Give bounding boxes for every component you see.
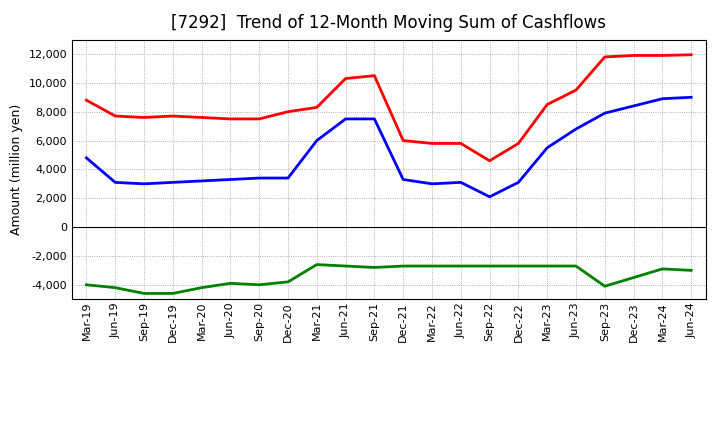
Free Cashflow — [485, 194, 494, 199]
Investing Cashflow — [485, 264, 494, 269]
Operating Cashflow — [456, 141, 465, 146]
Free Cashflow — [687, 95, 696, 100]
Investing Cashflow — [600, 284, 609, 289]
Free Cashflow — [543, 145, 552, 150]
Operating Cashflow — [284, 109, 292, 114]
Free Cashflow — [226, 177, 235, 182]
Investing Cashflow — [687, 268, 696, 273]
Investing Cashflow — [312, 262, 321, 267]
Free Cashflow — [312, 138, 321, 143]
Free Cashflow — [600, 110, 609, 116]
Investing Cashflow — [197, 285, 206, 290]
Investing Cashflow — [543, 264, 552, 269]
Operating Cashflow — [82, 98, 91, 103]
Investing Cashflow — [399, 264, 408, 269]
Operating Cashflow — [255, 116, 264, 121]
Operating Cashflow — [428, 141, 436, 146]
Operating Cashflow — [226, 116, 235, 121]
Operating Cashflow — [168, 114, 177, 119]
Free Cashflow — [456, 180, 465, 185]
Free Cashflow — [629, 103, 638, 109]
Free Cashflow — [140, 181, 148, 187]
Investing Cashflow — [428, 264, 436, 269]
Investing Cashflow — [255, 282, 264, 287]
Operating Cashflow — [140, 115, 148, 120]
Investing Cashflow — [140, 291, 148, 296]
Investing Cashflow — [341, 264, 350, 269]
Free Cashflow — [284, 176, 292, 181]
Free Cashflow — [428, 181, 436, 187]
Free Cashflow — [197, 178, 206, 183]
Operating Cashflow — [111, 114, 120, 119]
Operating Cashflow — [629, 53, 638, 58]
Investing Cashflow — [82, 282, 91, 287]
Operating Cashflow — [543, 102, 552, 107]
Operating Cashflow — [572, 88, 580, 93]
Operating Cashflow — [312, 105, 321, 110]
Operating Cashflow — [197, 115, 206, 120]
Operating Cashflow — [687, 52, 696, 57]
Free Cashflow — [514, 180, 523, 185]
Free Cashflow — [341, 116, 350, 121]
Operating Cashflow — [600, 54, 609, 59]
Investing Cashflow — [226, 281, 235, 286]
Operating Cashflow — [514, 141, 523, 146]
Free Cashflow — [82, 155, 91, 161]
Free Cashflow — [399, 177, 408, 182]
Investing Cashflow — [658, 266, 667, 271]
Operating Cashflow — [370, 73, 379, 78]
Free Cashflow — [255, 176, 264, 181]
Investing Cashflow — [572, 264, 580, 269]
Line: Free Cashflow: Free Cashflow — [86, 97, 691, 197]
Title: [7292]  Trend of 12-Month Moving Sum of Cashflows: [7292] Trend of 12-Month Moving Sum of C… — [171, 15, 606, 33]
Line: Operating Cashflow: Operating Cashflow — [86, 55, 691, 161]
Free Cashflow — [658, 96, 667, 101]
Operating Cashflow — [399, 138, 408, 143]
Line: Investing Cashflow: Investing Cashflow — [86, 264, 691, 293]
Operating Cashflow — [658, 53, 667, 58]
Investing Cashflow — [370, 265, 379, 270]
Y-axis label: Amount (million yen): Amount (million yen) — [10, 104, 23, 235]
Free Cashflow — [168, 180, 177, 185]
Investing Cashflow — [111, 285, 120, 290]
Operating Cashflow — [485, 158, 494, 163]
Free Cashflow — [572, 126, 580, 132]
Investing Cashflow — [514, 264, 523, 269]
Investing Cashflow — [629, 275, 638, 280]
Operating Cashflow — [341, 76, 350, 81]
Investing Cashflow — [456, 264, 465, 269]
Investing Cashflow — [284, 279, 292, 285]
Investing Cashflow — [168, 291, 177, 296]
Free Cashflow — [111, 180, 120, 185]
Free Cashflow — [370, 116, 379, 121]
